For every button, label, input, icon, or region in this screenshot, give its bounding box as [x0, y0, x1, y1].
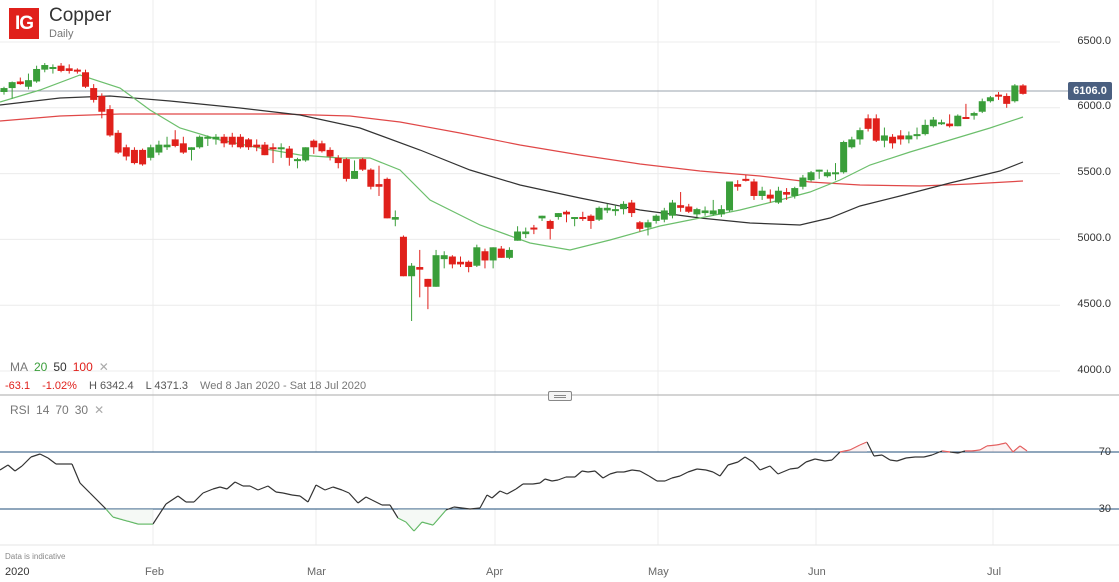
ma-label: MA [10, 360, 28, 374]
high-value: H 6342.4 [88, 380, 134, 392]
change-value: -63.1 [5, 380, 31, 392]
indicative-note: Data is indicative [5, 552, 66, 561]
x-tick: Jun [808, 566, 826, 578]
x-tick: Jul [987, 566, 1002, 578]
remove-rsi-icon[interactable]: ✕ [94, 403, 105, 417]
ma-100-label: 100 [72, 360, 93, 374]
x-tick: Mar [307, 566, 326, 578]
date-range: Wed 8 Jan 2020 - Sat 18 Jul 2020 [200, 380, 367, 392]
x-tick: Feb [145, 566, 164, 578]
ma-20-label: 20 [34, 360, 48, 374]
ma-50-label: 50 [53, 360, 67, 374]
ig-logo: IG [9, 8, 39, 39]
rsi-upper: 70 [55, 403, 69, 417]
price-tick: 5000.0 [1077, 232, 1111, 244]
ma-legend: MA 20 50 100 ✕ [10, 360, 115, 374]
price-tick: 6500.0 [1077, 35, 1111, 47]
rsi-tick-30: 30 [1098, 503, 1111, 515]
rsi-label: RSI [10, 403, 31, 417]
price-tick: 4500.0 [1077, 298, 1111, 310]
change-percent: -1.02% [42, 380, 77, 392]
price-tick: 6000.0 [1077, 100, 1111, 112]
instrument-title: Copper [49, 5, 112, 26]
x-tick: 2020 [5, 566, 30, 578]
x-tick: May [648, 566, 669, 578]
price-stats: -63.1 -1.02% H 6342.4 L 4371.3 Wed 8 Jan 202… [5, 380, 378, 392]
price-tick: 5500.0 [1077, 166, 1111, 178]
rsi-legend: RSI 14 70 30 ✕ [10, 403, 110, 417]
price-tick: 4000.0 [1077, 364, 1111, 376]
current-price-tag: 6106.0 [1068, 82, 1112, 100]
timeframe-label: Daily [49, 28, 74, 40]
low-value: L 4371.3 [145, 380, 189, 392]
rsi-tick-70: 70 [1098, 446, 1111, 458]
rsi-period: 14 [36, 403, 50, 417]
rsi-lower: 30 [74, 403, 89, 417]
x-tick: Apr [486, 566, 504, 578]
remove-ma-icon[interactable]: ✕ [98, 360, 109, 374]
pane-resize-handle[interactable] [548, 391, 572, 401]
